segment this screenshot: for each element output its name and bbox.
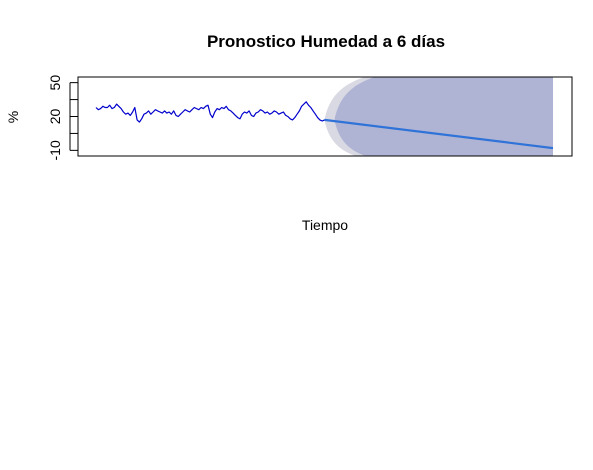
- historical-line: [95, 101, 325, 123]
- y-axis: 50 20 -10: [47, 75, 78, 160]
- chart-title: Pronostico Humedad a 6 días: [207, 32, 445, 51]
- forecast-line: [324, 118, 554, 150]
- x-axis-label: Tiempo: [302, 217, 348, 233]
- plot-area: [95, 77, 554, 156]
- y-tick-label: 50: [47, 75, 63, 91]
- forecast-band-80pct: [334, 77, 553, 156]
- y-tick-label: -10: [47, 140, 63, 160]
- y-tick-label: 20: [47, 109, 63, 125]
- y-axis-label: %: [5, 111, 21, 123]
